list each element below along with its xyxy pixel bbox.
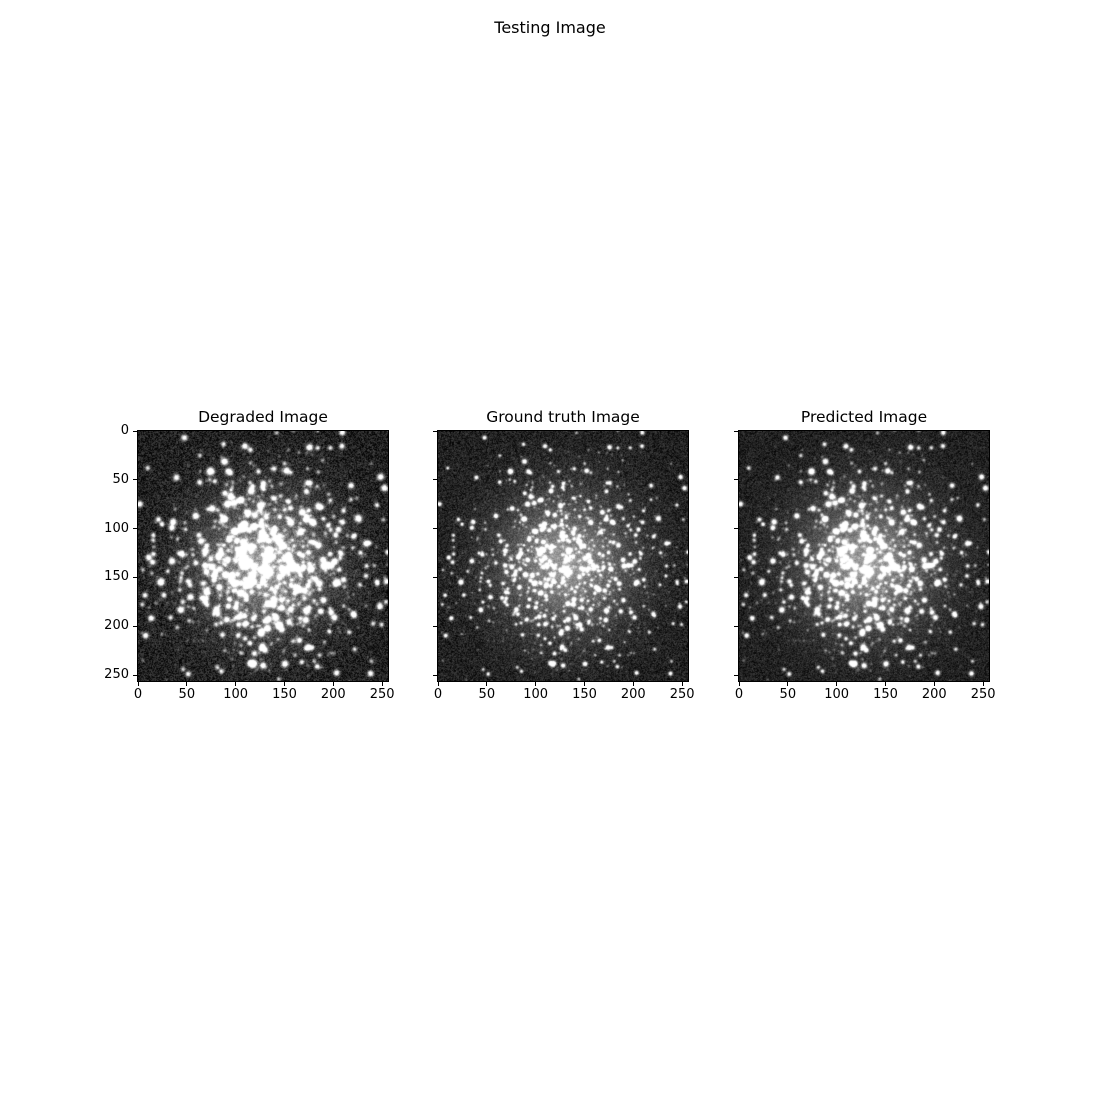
- y-tick-label: 0: [120, 423, 129, 438]
- x-tick-label: 200: [921, 687, 947, 702]
- x-tick-mark: [235, 682, 237, 686]
- x-tick-label: 250: [970, 687, 996, 702]
- image-plot-area: [137, 430, 389, 682]
- figure-title: Testing Image: [494, 18, 606, 37]
- x-tick-mark: [982, 682, 984, 686]
- x-tick-label: 150: [873, 687, 898, 702]
- x-tick-mark: [437, 682, 439, 686]
- x-tick-label: 250: [369, 687, 395, 702]
- ground-truth-image: [438, 431, 688, 681]
- y-tick-label: 200: [104, 618, 129, 634]
- x-tick-mark: [836, 682, 838, 686]
- y-tick-mark: [133, 430, 137, 432]
- x-tick-label: 50: [178, 687, 196, 702]
- x-tick-label: 100: [824, 687, 850, 702]
- x-tick-mark: [486, 682, 488, 686]
- y-tick-mark: [433, 576, 437, 578]
- y-tick-label: 100: [104, 520, 129, 536]
- panel-title: Ground truth Image: [486, 408, 640, 426]
- x-tick-mark: [332, 682, 334, 686]
- panel-ground-truth: Ground truth Image 0 50 100 150 200 250: [433, 408, 695, 708]
- x-tick-label: 0: [433, 687, 443, 702]
- x-tick-mark: [283, 682, 285, 686]
- x-tick-label: 150: [572, 687, 597, 702]
- y-tick-mark: [133, 576, 137, 578]
- x-tick-label: 200: [320, 687, 346, 702]
- x-tick-label: 100: [223, 687, 249, 702]
- y-tick-mark: [433, 625, 437, 627]
- x-tick-label: 150: [272, 687, 297, 702]
- x-tick-mark: [137, 682, 139, 686]
- y-tick-mark: [433, 528, 437, 530]
- x-tick-mark: [787, 682, 789, 686]
- x-tick-mark: [583, 682, 585, 686]
- y-tick-mark: [133, 528, 137, 530]
- x-tick-mark: [535, 682, 537, 686]
- y-tick-mark: [433, 674, 437, 676]
- y-tick-mark: [734, 528, 738, 530]
- x-tick-mark: [186, 682, 188, 686]
- y-tick-mark: [734, 674, 738, 676]
- degraded-image: [138, 431, 388, 681]
- x-tick-mark: [884, 682, 886, 686]
- x-tick-label: 50: [478, 687, 496, 702]
- x-tick-label: 0: [133, 687, 143, 702]
- x-tick-mark: [738, 682, 740, 686]
- predicted-image: [739, 431, 989, 681]
- y-tick-mark: [734, 479, 738, 481]
- x-tick-mark: [933, 682, 935, 686]
- y-tick-mark: [734, 430, 738, 432]
- image-plot-area: [437, 430, 689, 682]
- y-tick-label: 250: [104, 667, 129, 683]
- image-plot-area: [738, 430, 990, 682]
- y-tick-label: 150: [104, 569, 129, 585]
- x-tick-label: 100: [523, 687, 549, 702]
- y-tick-mark: [734, 576, 738, 578]
- panel-degraded: Degraded Image 0 50 100 150 200 250 0 50 100 150 2…: [104, 408, 394, 708]
- y-tick-label: 50: [112, 471, 129, 487]
- panel-predicted: Predicted Image 0 50 100 150 200 250: [734, 408, 996, 708]
- panel-title: Degraded Image: [198, 408, 328, 426]
- x-tick-label: 250: [669, 687, 695, 702]
- y-tick-mark: [133, 625, 137, 627]
- panel-title: Predicted Image: [800, 408, 928, 426]
- x-tick-mark: [681, 682, 683, 686]
- y-tick-mark: [433, 430, 437, 432]
- x-tick-mark: [381, 682, 383, 686]
- y-tick-mark: [433, 479, 437, 481]
- x-tick-label: 50: [779, 687, 797, 702]
- y-tick-mark: [734, 625, 738, 627]
- y-tick-mark: [133, 479, 137, 481]
- x-tick-label: 0: [734, 687, 744, 702]
- x-tick-mark: [632, 682, 634, 686]
- x-tick-label: 200: [620, 687, 646, 702]
- y-tick-mark: [133, 674, 137, 676]
